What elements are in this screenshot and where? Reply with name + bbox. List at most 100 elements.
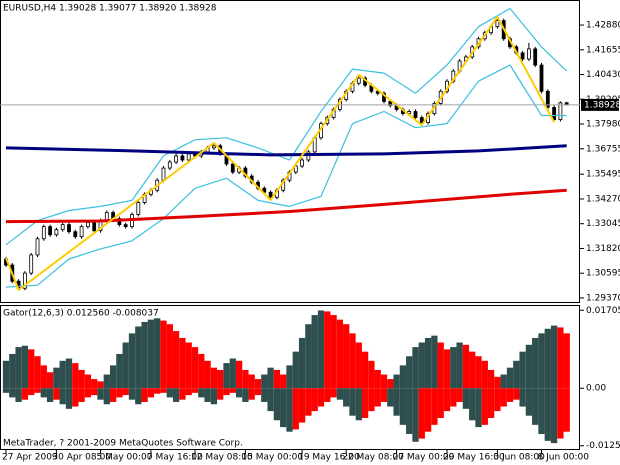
indicator-line bbox=[5, 144, 567, 157]
gator-bar bbox=[267, 388, 274, 412]
current-price-box bbox=[581, 98, 619, 111]
gator-bar bbox=[525, 388, 533, 416]
gator-bar bbox=[399, 365, 407, 389]
y-tick-label: 1.29370 bbox=[586, 293, 620, 303]
gator-bar bbox=[78, 388, 85, 402]
gator-bar bbox=[361, 388, 369, 418]
current-price-label: 1.38928 bbox=[584, 100, 620, 110]
x-tick-label: 30 Apr 08:00 bbox=[52, 453, 111, 463]
price-panel-frame bbox=[0, 0, 580, 303]
candle-body bbox=[533, 48, 538, 66]
gator-bar bbox=[563, 388, 570, 432]
candle-body bbox=[41, 226, 46, 240]
gator-bar bbox=[235, 360, 243, 389]
x-tick-label: 7 May 16:00 bbox=[147, 453, 203, 463]
candle-body bbox=[186, 153, 191, 161]
gator-bar bbox=[336, 319, 344, 389]
candle-body bbox=[300, 159, 305, 167]
gator-bar bbox=[53, 388, 60, 400]
candle-body bbox=[180, 155, 185, 161]
gator-bar bbox=[273, 388, 281, 421]
gator-bar bbox=[223, 363, 230, 389]
gator-bar bbox=[229, 358, 236, 389]
gator-bar bbox=[311, 315, 318, 389]
gator-bar bbox=[141, 388, 148, 402]
gator-bar bbox=[538, 333, 545, 389]
gator-bar bbox=[487, 369, 495, 389]
gator-bar bbox=[317, 310, 325, 389]
candle-body bbox=[22, 272, 27, 289]
gator-bar bbox=[462, 344, 470, 389]
gator-bar bbox=[475, 356, 482, 389]
x-tick-label: 3 Jun 08:00 bbox=[493, 453, 545, 463]
gator-bar bbox=[160, 388, 167, 393]
gator-bar bbox=[330, 315, 337, 389]
chart-title: EURUSD,H4 1.39028 1.39077 1.38920 1.3892… bbox=[3, 4, 217, 14]
gator-bar bbox=[456, 388, 463, 402]
gator-bar bbox=[500, 388, 507, 407]
gator-bar bbox=[166, 324, 173, 389]
gator-bar bbox=[311, 388, 318, 412]
gator-bar bbox=[59, 388, 66, 405]
gator-bar bbox=[154, 318, 161, 389]
gator-bar bbox=[380, 388, 388, 402]
gator-bar bbox=[72, 363, 79, 389]
candle-body bbox=[79, 226, 84, 238]
candle-body bbox=[552, 107, 556, 120]
gator-bar bbox=[506, 388, 514, 402]
gator-bar bbox=[292, 388, 299, 430]
y-tick-label: 0.01705 bbox=[586, 306, 620, 316]
gator-bar bbox=[519, 388, 526, 407]
gator-bar bbox=[469, 388, 476, 421]
gator-bar bbox=[235, 388, 243, 398]
candle-body bbox=[48, 226, 52, 236]
gator-bar bbox=[462, 388, 470, 409]
gator-bar bbox=[21, 388, 29, 400]
gator-bar bbox=[78, 369, 85, 389]
y-tick-label: 1.34270 bbox=[586, 194, 620, 204]
gator-bar bbox=[368, 388, 375, 412]
gator-bar bbox=[40, 388, 47, 398]
gator-bar bbox=[500, 374, 507, 389]
gator-bar bbox=[387, 388, 394, 407]
x-tick-label: 12 May 08:00 bbox=[191, 453, 253, 463]
indicator-line bbox=[5, 188, 567, 224]
gator-bar bbox=[450, 388, 457, 407]
gator-bar bbox=[210, 367, 218, 389]
gator-bar bbox=[2, 388, 10, 393]
gator-bar bbox=[154, 388, 161, 394]
gator-bar bbox=[374, 388, 381, 407]
y-tick-label: 0.00 bbox=[586, 384, 606, 394]
candle-body bbox=[174, 155, 179, 163]
gator-bar bbox=[185, 388, 192, 396]
gator-bar bbox=[330, 388, 337, 398]
gator-bar bbox=[160, 320, 167, 389]
candle-body bbox=[413, 111, 418, 118]
y-tick-label: 1.41655 bbox=[586, 45, 620, 55]
gator-bar bbox=[399, 388, 407, 425]
gator-bar bbox=[324, 388, 331, 402]
indicator-line bbox=[5, 7, 568, 246]
gator-bar bbox=[261, 374, 268, 389]
gator-bar bbox=[229, 388, 236, 393]
gator-bar bbox=[185, 342, 192, 389]
x-tick-label: 22 May 08:00 bbox=[342, 453, 404, 463]
gator-bar bbox=[28, 349, 35, 389]
gator-bar bbox=[513, 388, 520, 400]
gator-bar bbox=[361, 351, 369, 389]
gator-bar bbox=[544, 328, 551, 389]
x-tick-label: 29 May 16:00 bbox=[443, 453, 505, 463]
gator-bar bbox=[469, 351, 476, 389]
gator-bar bbox=[248, 388, 255, 400]
gator-bar bbox=[437, 342, 444, 389]
x-tick-label: 8 Jun 00:00 bbox=[538, 453, 590, 463]
gator-bar bbox=[406, 356, 413, 389]
gator-bar bbox=[280, 388, 287, 428]
candle-body bbox=[495, 20, 500, 28]
gator-bar bbox=[97, 388, 104, 400]
gator-bar bbox=[286, 365, 293, 389]
gator-bar bbox=[550, 388, 558, 444]
gator-bar bbox=[91, 388, 98, 396]
gator-bar bbox=[9, 388, 16, 398]
